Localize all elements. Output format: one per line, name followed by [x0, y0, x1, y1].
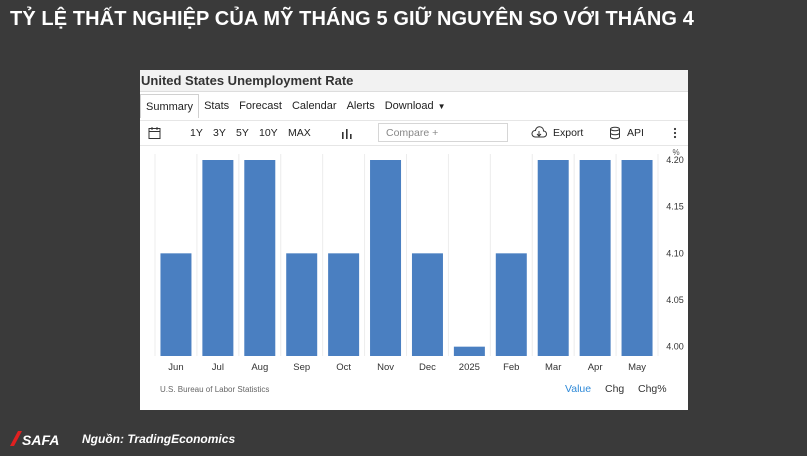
unemployment-bar-chart: % 4.00 4.05 4.10 4.15 4.20 Jun Jul Aug Sep Oct Nov D… — [154, 148, 684, 373]
y-unit-label: % — [672, 148, 679, 157]
tab-download[interactable]: Download ▼ — [380, 94, 451, 118]
chart-type-icon[interactable] — [341, 126, 353, 140]
bar — [328, 253, 360, 356]
x-tick-label: Aug — [251, 362, 268, 373]
y-tick-label: 4.10 — [666, 248, 684, 258]
x-tick-label: Feb — [503, 362, 519, 373]
source-note: Nguồn: TradingEconomics — [82, 432, 236, 446]
footer-tab-chg-pct[interactable]: Chg% — [638, 383, 667, 395]
tab-alerts[interactable]: Alerts — [346, 100, 375, 112]
footer-tab-chg[interactable]: Chg — [605, 383, 625, 395]
x-tick-label: Apr — [588, 362, 603, 373]
chart-panel: United States Unemployment Rate Summary … — [140, 70, 688, 410]
x-tick-label: Dec — [419, 362, 436, 373]
caret-down-icon: ▼ — [437, 102, 446, 111]
bar — [370, 160, 402, 356]
database-icon[interactable] — [609, 126, 621, 140]
api-button[interactable]: API — [627, 127, 644, 139]
x-tick-label: 2025 — [459, 362, 480, 373]
data-source-label: U.S. Bureau of Labor Statistics — [160, 385, 270, 394]
bar — [495, 253, 527, 356]
range-10y[interactable]: 10Y — [259, 127, 278, 139]
x-tick-label: Oct — [336, 362, 351, 373]
tab-summary[interactable]: Summary — [140, 94, 200, 118]
x-tick-label: May — [628, 362, 646, 373]
tab-download-label: Download — [384, 100, 434, 112]
headline: TỶ LỆ THẤT NGHIỆP CỦA MỸ THÁNG 5 GIỮ NGU… — [10, 8, 694, 30]
svg-text:SAFA: SAFA — [22, 432, 59, 448]
footer-tab-value[interactable]: Value — [565, 383, 592, 395]
y-tick-label: 4.00 — [666, 342, 684, 352]
range-1y[interactable]: 1Y — [190, 127, 203, 139]
x-tick-label: Mar — [545, 362, 561, 373]
export-button[interactable]: Export — [553, 127, 584, 139]
calendar-icon[interactable] — [148, 126, 162, 140]
bar — [160, 253, 192, 356]
tab-stats[interactable]: Stats — [204, 100, 230, 112]
x-tick-label: Jul — [212, 362, 224, 373]
bar — [621, 160, 653, 356]
panel-title: United States Unemployment Rate — [140, 70, 688, 92]
tab-calendar[interactable]: Calendar — [291, 100, 337, 112]
cloud-download-icon[interactable] — [531, 126, 547, 140]
bar — [286, 253, 318, 356]
bar — [579, 160, 611, 356]
bar — [244, 160, 276, 356]
bar — [537, 160, 569, 356]
range-3y[interactable]: 3Y — [213, 127, 226, 139]
x-tick-label: Nov — [377, 362, 394, 373]
tab-forecast[interactable]: Forecast — [239, 100, 282, 112]
more-options-icon[interactable] — [672, 126, 678, 140]
toolbar: 1Y 3Y 5Y 10Y MAX Compare + Export API — [140, 120, 688, 146]
range-max[interactable]: MAX — [288, 127, 311, 139]
x-tick-label: Jun — [168, 362, 183, 373]
y-tick-label: 4.15 — [666, 202, 684, 212]
bar — [202, 160, 234, 356]
compare-input[interactable]: Compare + — [378, 123, 508, 142]
bar — [411, 253, 443, 356]
tab-bar: Summary Stats Forecast Calendar Alerts D… — [140, 94, 451, 118]
y-tick-label: 4.05 — [666, 295, 684, 305]
bar — [453, 346, 485, 356]
range-5y[interactable]: 5Y — [236, 127, 249, 139]
x-tick-label: Sep — [293, 362, 310, 373]
y-tick-label: 4.20 — [666, 155, 684, 165]
isafa-logo: SAFA — [10, 431, 59, 448]
